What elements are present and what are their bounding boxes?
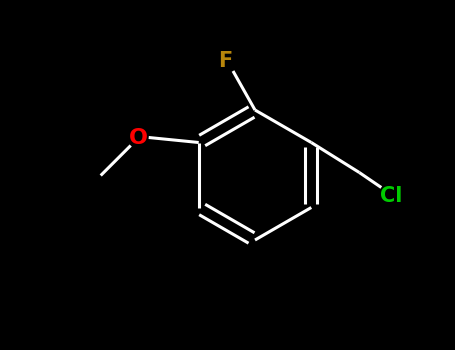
Text: Cl: Cl — [380, 187, 403, 206]
Text: O: O — [129, 127, 148, 147]
Text: F: F — [218, 51, 232, 71]
